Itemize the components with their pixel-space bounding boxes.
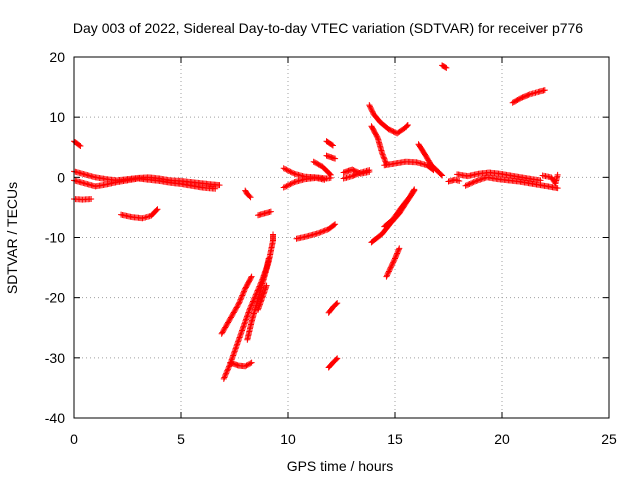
data-point-markers bbox=[323, 152, 339, 162]
data-point-markers bbox=[323, 138, 336, 149]
y-tick-label: -20 bbox=[45, 290, 65, 306]
data-trace bbox=[539, 171, 561, 187]
data-point-markers bbox=[366, 102, 411, 137]
data-point-markers bbox=[255, 208, 274, 219]
data-point-markers bbox=[244, 231, 277, 343]
data-point-markers bbox=[325, 355, 341, 371]
x-axis-label: GPS time / hours bbox=[287, 458, 394, 474]
x-tick-label: 25 bbox=[601, 431, 617, 447]
data-point-markers bbox=[325, 300, 341, 316]
data-trace bbox=[415, 141, 446, 179]
data-point-markers bbox=[539, 171, 561, 187]
data-point-markers bbox=[280, 174, 328, 191]
data-point-markers bbox=[310, 158, 334, 178]
data-trace bbox=[439, 62, 450, 71]
data-point-markers bbox=[227, 359, 255, 370]
data-point-markers bbox=[383, 245, 403, 280]
data-points bbox=[71, 62, 561, 382]
data-point-markers bbox=[509, 87, 548, 106]
data-trace bbox=[255, 208, 274, 219]
data-trace bbox=[293, 221, 339, 242]
data-point-markers bbox=[454, 169, 544, 184]
data-trace bbox=[323, 138, 336, 149]
x-tick-label: 0 bbox=[70, 431, 78, 447]
x-tick-label: 15 bbox=[387, 431, 403, 447]
y-tick-label: -40 bbox=[45, 410, 65, 426]
data-point-markers bbox=[218, 273, 255, 337]
x-tick-label: 20 bbox=[494, 431, 510, 447]
data-trace bbox=[255, 282, 270, 313]
data-trace bbox=[325, 300, 341, 316]
data-trace bbox=[323, 152, 339, 162]
data-trace bbox=[242, 187, 254, 201]
y-tick-label: 10 bbox=[49, 109, 65, 125]
data-trace bbox=[71, 138, 84, 150]
data-trace bbox=[462, 174, 561, 192]
data-trace bbox=[244, 231, 277, 343]
data-trace bbox=[227, 359, 255, 370]
y-axis-label: SDTVAR / TECUs bbox=[4, 182, 20, 294]
data-point-markers bbox=[118, 206, 161, 222]
data-trace bbox=[340, 166, 373, 177]
axis-ticks: 0 5 10 15 20 25 -40 -30 -20 -10 0 10 20 bbox=[45, 49, 617, 447]
y-tick-label: -30 bbox=[45, 350, 65, 366]
data-point-markers bbox=[381, 158, 437, 174]
data-trace bbox=[366, 102, 411, 137]
data-point-markers bbox=[445, 176, 463, 185]
x-tick-label: 10 bbox=[280, 431, 296, 447]
data-point-markers bbox=[415, 141, 446, 179]
data-point-markers bbox=[381, 186, 418, 230]
data-point-markers bbox=[439, 62, 450, 71]
data-trace bbox=[310, 158, 334, 178]
data-trace bbox=[325, 355, 341, 371]
data-trace bbox=[381, 158, 437, 174]
data-point-markers bbox=[242, 187, 254, 201]
y-tick-label: 20 bbox=[49, 49, 65, 65]
data-trace bbox=[368, 123, 390, 168]
data-trace bbox=[381, 186, 418, 230]
data-trace bbox=[218, 273, 255, 337]
data-point-markers bbox=[340, 166, 373, 177]
data-point-markers bbox=[255, 282, 270, 313]
data-trace bbox=[454, 169, 544, 184]
data-point-markers bbox=[462, 174, 561, 192]
data-point-markers bbox=[71, 138, 84, 150]
data-trace bbox=[509, 87, 548, 106]
y-tick-label: 0 bbox=[57, 169, 65, 185]
data-trace bbox=[280, 174, 328, 191]
chart-title: Day 003 of 2022, Sidereal Day-to-day VTE… bbox=[73, 20, 583, 36]
grid-lines bbox=[74, 57, 609, 418]
y-tick-label: -10 bbox=[45, 230, 65, 246]
data-trace bbox=[445, 176, 463, 185]
data-trace bbox=[383, 245, 403, 280]
data-point-markers bbox=[368, 123, 390, 168]
x-tick-label: 5 bbox=[177, 431, 185, 447]
data-point-markers bbox=[293, 221, 339, 242]
data-trace bbox=[118, 206, 161, 222]
